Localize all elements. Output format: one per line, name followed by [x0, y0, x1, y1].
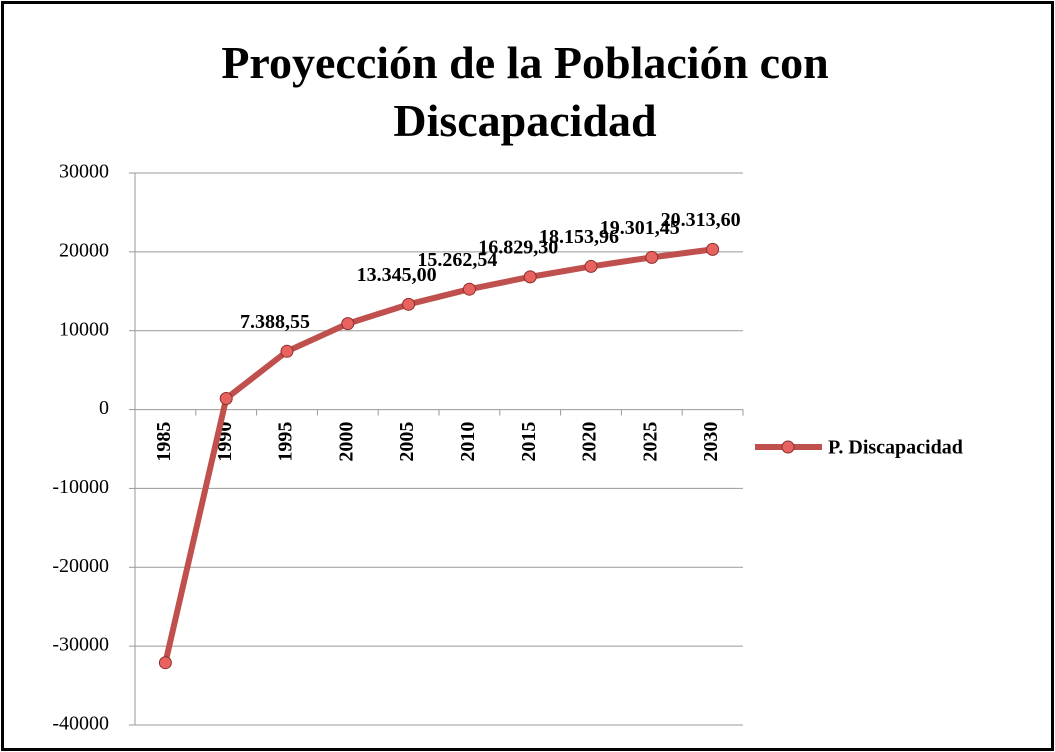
x-tick-label: 2030 — [700, 422, 722, 462]
data-point — [158, 656, 172, 670]
data-point — [462, 282, 476, 296]
data-point — [523, 270, 537, 284]
y-tick-label: 10000 — [59, 318, 109, 340]
x-tick-label: 2015 — [518, 422, 540, 462]
data-label: 18.153,96 — [539, 226, 619, 248]
chart-title: Proyección de la Población con Discapaci… — [221, 37, 829, 146]
data-label: 16.829,30 — [478, 236, 558, 258]
x-tick-label: 1995 — [275, 422, 297, 462]
legend-marker — [781, 440, 795, 454]
x-tick-label: 1985 — [153, 422, 175, 462]
data-label: 20.313,60 — [661, 209, 741, 231]
y-tick-label: -30000 — [52, 634, 109, 656]
legend-label: P. Discapacidad — [828, 437, 963, 459]
data-label: 13.345,00 — [357, 264, 437, 286]
data-point — [341, 317, 355, 331]
series-line — [162, 246, 713, 664]
data-point — [402, 297, 416, 311]
data-point — [219, 392, 233, 406]
x-tick-label: 2020 — [579, 422, 601, 462]
y-tick-label: -10000 — [52, 476, 109, 498]
data-label: 7.388,55 — [240, 311, 310, 333]
y-tick-label: 0 — [99, 397, 109, 419]
y-tick-label: -40000 — [52, 713, 109, 735]
data-point — [706, 242, 720, 256]
data-label: 15.262,54 — [417, 249, 497, 271]
data-label: 19.301,45 — [600, 217, 680, 239]
x-tick-label: 2025 — [639, 422, 661, 462]
x-tick-label: 2000 — [335, 422, 357, 462]
y-tick-label: -20000 — [52, 555, 109, 577]
x-tick-label: 2005 — [396, 422, 418, 462]
data-point — [645, 250, 659, 264]
data-point — [584, 259, 598, 273]
y-tick-label: 20000 — [59, 239, 109, 261]
y-tick-label: 30000 — [59, 161, 109, 183]
data-point — [280, 344, 294, 358]
x-tick-label: 2010 — [457, 422, 479, 462]
